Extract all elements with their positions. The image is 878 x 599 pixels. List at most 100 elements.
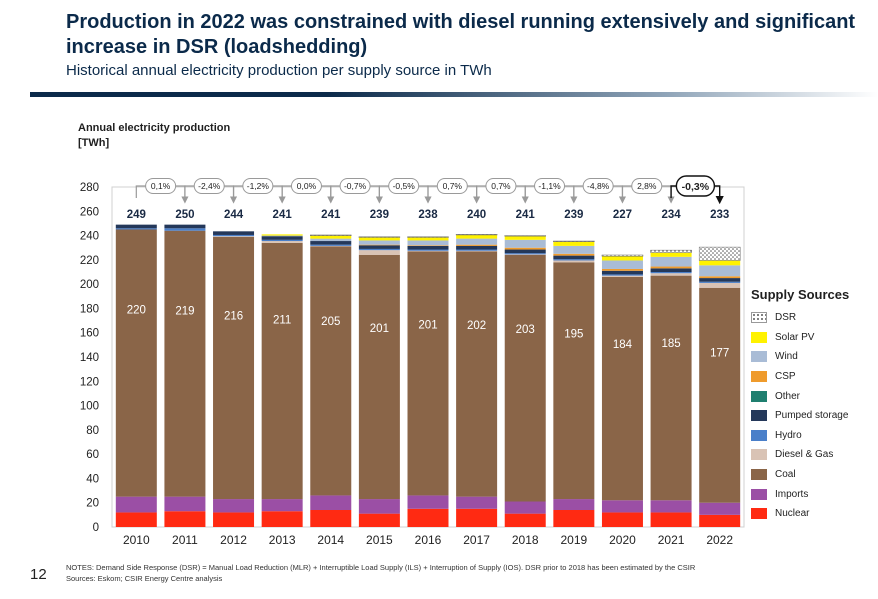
bar-segment-solar-pv xyxy=(504,236,546,240)
y-tick-label: 160 xyxy=(80,328,99,340)
legend-swatch xyxy=(751,469,767,481)
y-tick-label: 220 xyxy=(80,255,99,267)
total-value-label: 239 xyxy=(370,209,389,221)
bar-segment-imports xyxy=(310,495,352,510)
coal-value-label: 184 xyxy=(613,339,633,351)
bar-segment-wind xyxy=(601,260,643,269)
legend-swatch xyxy=(751,429,767,441)
bar-segment-coal xyxy=(310,246,352,496)
total-value-label: 249 xyxy=(127,209,146,221)
bar-segment-diesel-gas xyxy=(650,273,692,276)
legend-item: CSP xyxy=(751,367,849,387)
legend-swatch xyxy=(751,390,767,402)
bar-segment-hydro xyxy=(456,249,498,251)
page-title: Production in 2022 was constrained with … xyxy=(66,11,856,58)
bar-segment-csp xyxy=(407,245,449,246)
bar-segment-wind xyxy=(358,240,400,245)
bar-segment-dsr xyxy=(698,246,741,261)
bar-segment-coal xyxy=(213,236,255,500)
bar-segment-imports xyxy=(407,495,449,509)
bar-segment-wind xyxy=(456,238,498,245)
legend-swatch xyxy=(751,449,767,461)
y-tick-label: 60 xyxy=(86,449,99,461)
bar-segment-wind xyxy=(699,265,741,277)
bar-segment-pumped-storage xyxy=(164,224,206,229)
change-label: -0,5% xyxy=(393,181,416,191)
x-tick-label: 2010 xyxy=(123,533,150,547)
bar-segment-nuclear xyxy=(358,513,400,527)
bar-segment-pumped-storage xyxy=(115,224,157,229)
x-tick-label: 2013 xyxy=(269,533,296,547)
legend-label: DSR xyxy=(775,312,797,324)
total-value-label: 238 xyxy=(418,209,438,221)
x-tick-label: 2019 xyxy=(560,533,587,547)
legend-item: Wind xyxy=(751,347,849,367)
legend-label: Coal xyxy=(775,469,796,481)
total-value-label: 241 xyxy=(321,209,341,221)
bar-segment-diesel-gas xyxy=(310,245,352,247)
y-tick-label: 260 xyxy=(80,206,99,218)
bar-segment-solar-pv xyxy=(261,234,303,236)
legend-item: Nuclear xyxy=(751,504,849,524)
page-number: 12 xyxy=(30,566,47,583)
bar-segment-wind xyxy=(650,256,692,267)
legend-label: Imports xyxy=(775,488,809,500)
bar-segment-nuclear xyxy=(213,512,255,527)
bar-segment-coal xyxy=(553,262,595,500)
change-label: -0,3% xyxy=(682,181,710,193)
bar-segment-coal xyxy=(456,251,498,497)
bar-segment-dsr xyxy=(650,249,692,253)
legend-item: Hydro xyxy=(751,426,849,446)
bar-segment-solar-pv xyxy=(358,237,400,241)
bar-segment-solar-pv xyxy=(699,260,741,266)
coal-value-label: 195 xyxy=(564,328,583,340)
legend-item: Pumped storage xyxy=(751,406,849,426)
bar-segment-hydro xyxy=(553,259,595,261)
bar-segment-pumped-storage xyxy=(213,231,255,235)
bar-segment-nuclear xyxy=(261,511,303,527)
bar-segment-pumped-storage xyxy=(601,270,643,275)
bar-segment-nuclear xyxy=(601,512,643,527)
total-value-label: 241 xyxy=(516,209,536,221)
legend: Supply Sources DSR Solar PV Wind CSP Other Pu… xyxy=(751,287,849,524)
y-tick-label: 240 xyxy=(80,231,99,243)
title-rule xyxy=(30,92,878,97)
legend-label: Solar PV xyxy=(775,331,815,343)
legend-item: Imports xyxy=(751,484,849,504)
legend-swatch xyxy=(751,312,767,324)
legend-label: Diesel & Gas xyxy=(775,449,834,461)
bar-segment-hydro xyxy=(650,272,692,274)
x-tick-label: 2018 xyxy=(512,533,539,547)
bar-segment-pumped-storage xyxy=(650,268,692,272)
bar-segment-diesel-gas xyxy=(456,250,498,252)
stacked-bar-chart: 020406080100120140160180200220240260280 … xyxy=(80,175,745,547)
change-bubble xyxy=(485,178,517,194)
bar-segment-dsr xyxy=(407,236,449,238)
bar-segment-pumped-storage xyxy=(310,241,352,245)
change-label: -4,8% xyxy=(587,181,610,191)
legend-swatch xyxy=(751,351,767,363)
change-label: 0,0% xyxy=(297,181,317,191)
x-tick-label: 2017 xyxy=(463,533,490,547)
coal-value-label: 219 xyxy=(175,305,194,317)
x-tick-label: 2011 xyxy=(172,533,198,547)
coal-value-label: 177 xyxy=(710,347,729,359)
legend-swatch xyxy=(751,331,767,343)
x-tick-label: 2015 xyxy=(366,533,393,547)
bar-segment-csp xyxy=(601,268,643,271)
bar-segment-coal xyxy=(407,251,449,496)
bar-segment-nuclear xyxy=(407,508,449,527)
legend-label: CSP xyxy=(775,371,796,383)
bar-segment-imports xyxy=(358,499,400,514)
bar-segment-csp xyxy=(504,247,546,250)
change-label: 0,7% xyxy=(443,181,463,191)
y-axis-title: Annual electricity production [TWh] xyxy=(78,121,230,151)
change-bubble xyxy=(242,178,274,194)
legend-item: Diesel & Gas xyxy=(751,445,849,465)
bar-segment-hydro xyxy=(358,248,400,251)
bar-segment-wind xyxy=(407,240,449,246)
total-value-label: 244 xyxy=(224,209,244,221)
coal-value-label: 202 xyxy=(467,320,486,332)
bar-segment-diesel-gas xyxy=(699,282,741,288)
bar-segment-nuclear xyxy=(310,510,352,527)
